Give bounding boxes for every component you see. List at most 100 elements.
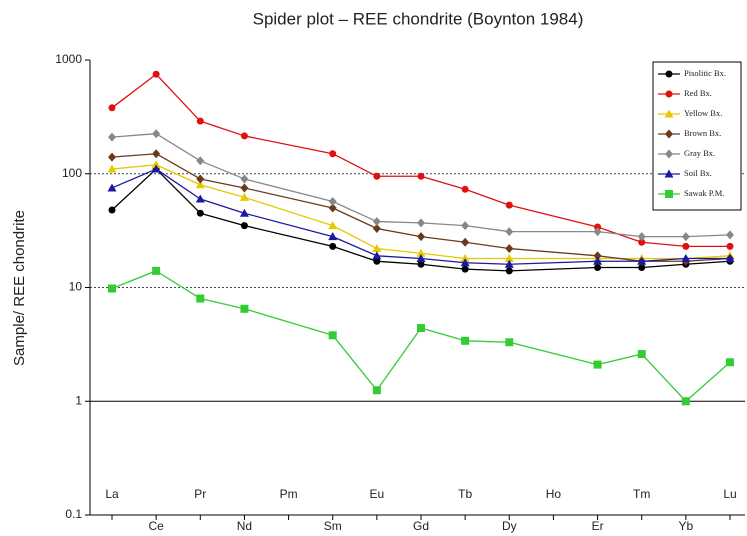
line-segment	[332, 334, 378, 391]
line-segment	[376, 220, 422, 224]
marker	[416, 248, 426, 257]
marker	[239, 208, 249, 217]
x-tick-label: Eu	[370, 487, 385, 501]
marker	[638, 238, 646, 246]
marker	[637, 232, 646, 242]
marker	[461, 336, 470, 345]
x-tick-label: Pr	[194, 487, 206, 501]
marker	[372, 251, 382, 260]
marker	[681, 253, 691, 262]
marker	[593, 360, 602, 369]
marker	[328, 197, 337, 207]
marker	[664, 169, 674, 178]
line-segment	[465, 268, 510, 272]
marker	[196, 294, 205, 303]
marker	[593, 251, 602, 261]
line-segment	[244, 196, 333, 227]
line-segment	[685, 260, 731, 265]
marker	[372, 244, 382, 253]
line-segment	[509, 204, 598, 228]
x-tick-label: Dy	[502, 519, 517, 533]
line-segment	[111, 168, 157, 211]
x-tick-label: Pm	[280, 487, 298, 501]
marker	[725, 253, 735, 262]
marker	[196, 209, 204, 217]
line-segment	[597, 255, 642, 262]
line-segment	[244, 187, 333, 209]
line-segment	[200, 178, 245, 189]
line-segment	[155, 133, 201, 162]
line-segment	[155, 164, 201, 186]
marker	[504, 259, 514, 268]
marker	[461, 185, 469, 193]
x-tick-label: Ce	[148, 519, 164, 533]
line-segment	[376, 227, 422, 238]
marker	[328, 221, 338, 230]
marker	[461, 221, 470, 231]
marker	[240, 174, 249, 184]
line-segment	[332, 225, 378, 250]
line-segment	[332, 200, 378, 223]
marker	[108, 132, 116, 142]
x-tick-label: Sm	[324, 519, 342, 533]
marker	[328, 331, 337, 340]
marker	[108, 104, 116, 112]
marker	[329, 150, 337, 158]
legend-label: Soil Bx.	[684, 168, 712, 178]
marker	[329, 242, 337, 250]
line-segment	[111, 168, 157, 189]
line-segment	[465, 262, 510, 265]
x-tick-label: Gd	[413, 519, 429, 533]
line-segment	[200, 198, 245, 214]
line-segment	[200, 184, 245, 198]
y-tick-label: 100	[62, 166, 82, 180]
marker	[638, 263, 646, 271]
marker	[196, 117, 204, 125]
marker	[726, 358, 734, 367]
marker	[328, 203, 337, 213]
marker	[196, 174, 205, 184]
line-segment	[420, 175, 466, 190]
marker	[107, 183, 117, 192]
line-segment	[155, 73, 201, 122]
x-tick-label: Lu	[723, 487, 736, 501]
marker	[417, 218, 425, 228]
marker	[726, 242, 734, 250]
marker	[107, 164, 117, 173]
marker	[460, 253, 470, 262]
marker	[461, 237, 470, 247]
line-segment	[244, 212, 333, 238]
marker	[372, 217, 381, 227]
marker	[240, 183, 249, 193]
line-segment	[155, 270, 201, 300]
x-tick-label: Tm	[633, 487, 650, 501]
marker	[239, 192, 249, 201]
line-segment	[420, 222, 466, 227]
line-segment	[465, 241, 510, 250]
marker	[373, 257, 381, 265]
line-segment	[685, 234, 731, 238]
line-segment	[111, 164, 157, 170]
line-segment	[420, 257, 466, 264]
marker	[460, 258, 470, 267]
marker	[372, 386, 381, 395]
y-tick-label: 10	[69, 280, 83, 294]
marker	[108, 284, 116, 293]
marker	[665, 149, 673, 159]
marker	[665, 70, 673, 78]
line-segment	[420, 235, 466, 243]
line-segment	[332, 245, 378, 262]
line-segment	[200, 120, 245, 137]
marker	[372, 224, 381, 234]
x-tick-label: Er	[592, 519, 604, 533]
x-tick-label: Yb	[679, 519, 694, 533]
marker	[665, 129, 673, 139]
legend-label: Gray Bx.	[684, 148, 715, 158]
x-tick-label: La	[105, 487, 119, 501]
marker	[681, 397, 690, 406]
marker	[665, 190, 673, 198]
line-segment	[509, 341, 598, 366]
line-segment	[111, 270, 157, 290]
line-segment	[597, 353, 642, 366]
marker	[240, 132, 248, 140]
